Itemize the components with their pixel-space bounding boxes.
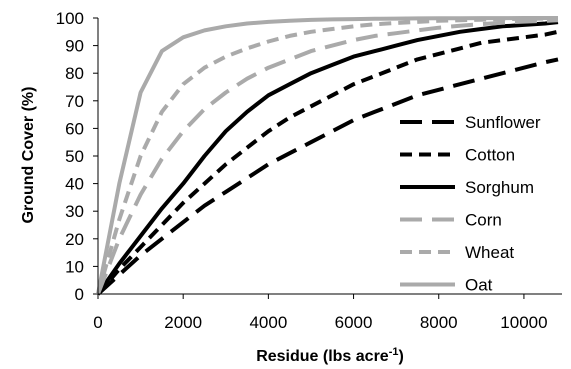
x-tick-label: 2000 (164, 313, 202, 332)
x-tick-label: 4000 (249, 313, 287, 332)
y-tick-label: 60 (65, 119, 84, 138)
legend-label-corn: Corn (465, 211, 502, 230)
series-line-corn (96, 18, 559, 295)
y-tick-label: 80 (65, 64, 84, 83)
legend-label-sunflower: Sunflower (465, 113, 541, 132)
legend-label-oat: Oat (465, 276, 493, 295)
legend-label-sorghum: Sorghum (465, 178, 534, 197)
y-tick-label: 70 (65, 92, 84, 111)
x-axis-title-superscript: -1 (389, 346, 399, 358)
x-axis-title-end: ) (398, 348, 403, 365)
x-tick-label: 10000 (500, 313, 547, 332)
y-tick-label: 20 (65, 230, 84, 249)
legend-label-wheat: Wheat (465, 243, 514, 262)
y-tick-label: 0 (75, 285, 84, 304)
y-axis-ticks: 0 10 20 30 40 50 60 70 80 90 100 (56, 9, 98, 304)
x-axis-ticks: 0 2000 4000 6000 8000 10000 (93, 294, 548, 332)
y-axis-title: Ground Cover (%) (20, 87, 37, 224)
x-tick-label: 6000 (335, 313, 373, 332)
series-line-sunflower (96, 57, 559, 296)
series-line-wheat (96, 16, 558, 295)
y-tick-label: 50 (65, 147, 84, 166)
x-axis-title-text: Residue (lbs acre (256, 348, 389, 365)
x-tick-label: 0 (93, 313, 102, 332)
x-axis-title: Residue (lbs acre-1) (256, 346, 404, 365)
y-tick-label: 10 (65, 257, 84, 276)
series-line-sorghum (96, 20, 559, 296)
y-tick-label: 30 (65, 202, 84, 221)
legend: Sunflower Cotton Sorghum Corn Wheat Oat (400, 113, 541, 295)
series-lines (96, 16, 559, 296)
y-tick-label: 100 (56, 9, 84, 28)
series-line-oat (96, 16, 558, 295)
y-tick-label: 40 (65, 175, 84, 194)
y-tick-label: 90 (65, 37, 84, 56)
x-tick-label: 8000 (420, 313, 458, 332)
legend-label-cotton: Cotton (465, 146, 515, 165)
series-line-cotton (96, 29, 559, 296)
